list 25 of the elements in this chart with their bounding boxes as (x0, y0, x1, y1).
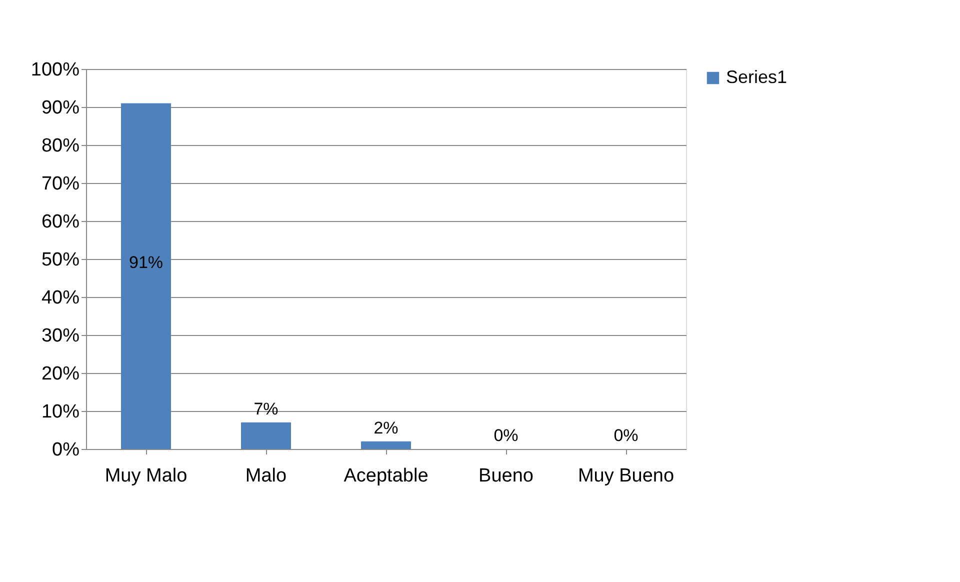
data-label: 7% (254, 399, 278, 418)
y-tick-label: 20% (41, 364, 80, 384)
bar (361, 441, 411, 449)
legend-label: Series1 (726, 67, 788, 87)
y-tick-label: 60% (41, 212, 80, 232)
y-tick-label: 90% (41, 98, 80, 118)
x-tick-label: Bueno (478, 466, 534, 486)
data-label: 0% (494, 426, 518, 445)
bar (241, 422, 291, 449)
y-tick-label: 50% (41, 250, 80, 270)
data-label: 2% (374, 418, 398, 438)
y-tick-label: 100% (30, 60, 80, 80)
y-tick-label: 70% (41, 174, 80, 194)
y-tick-label: 80% (41, 136, 80, 156)
x-tick-label: Muy Bueno (578, 466, 674, 486)
data-label: 91% (128, 253, 164, 272)
y-tick-label: 40% (41, 288, 80, 308)
y-tick-label: 0% (52, 440, 80, 460)
x-tick-label: Aceptable (344, 466, 428, 486)
x-tick-label: Muy Malo (104, 466, 188, 486)
y-tick-label: 10% (41, 402, 80, 422)
data-label: 0% (614, 426, 638, 445)
bar (121, 103, 171, 449)
x-tick-label: Malo (245, 466, 287, 486)
y-tick-label: 30% (41, 326, 80, 346)
